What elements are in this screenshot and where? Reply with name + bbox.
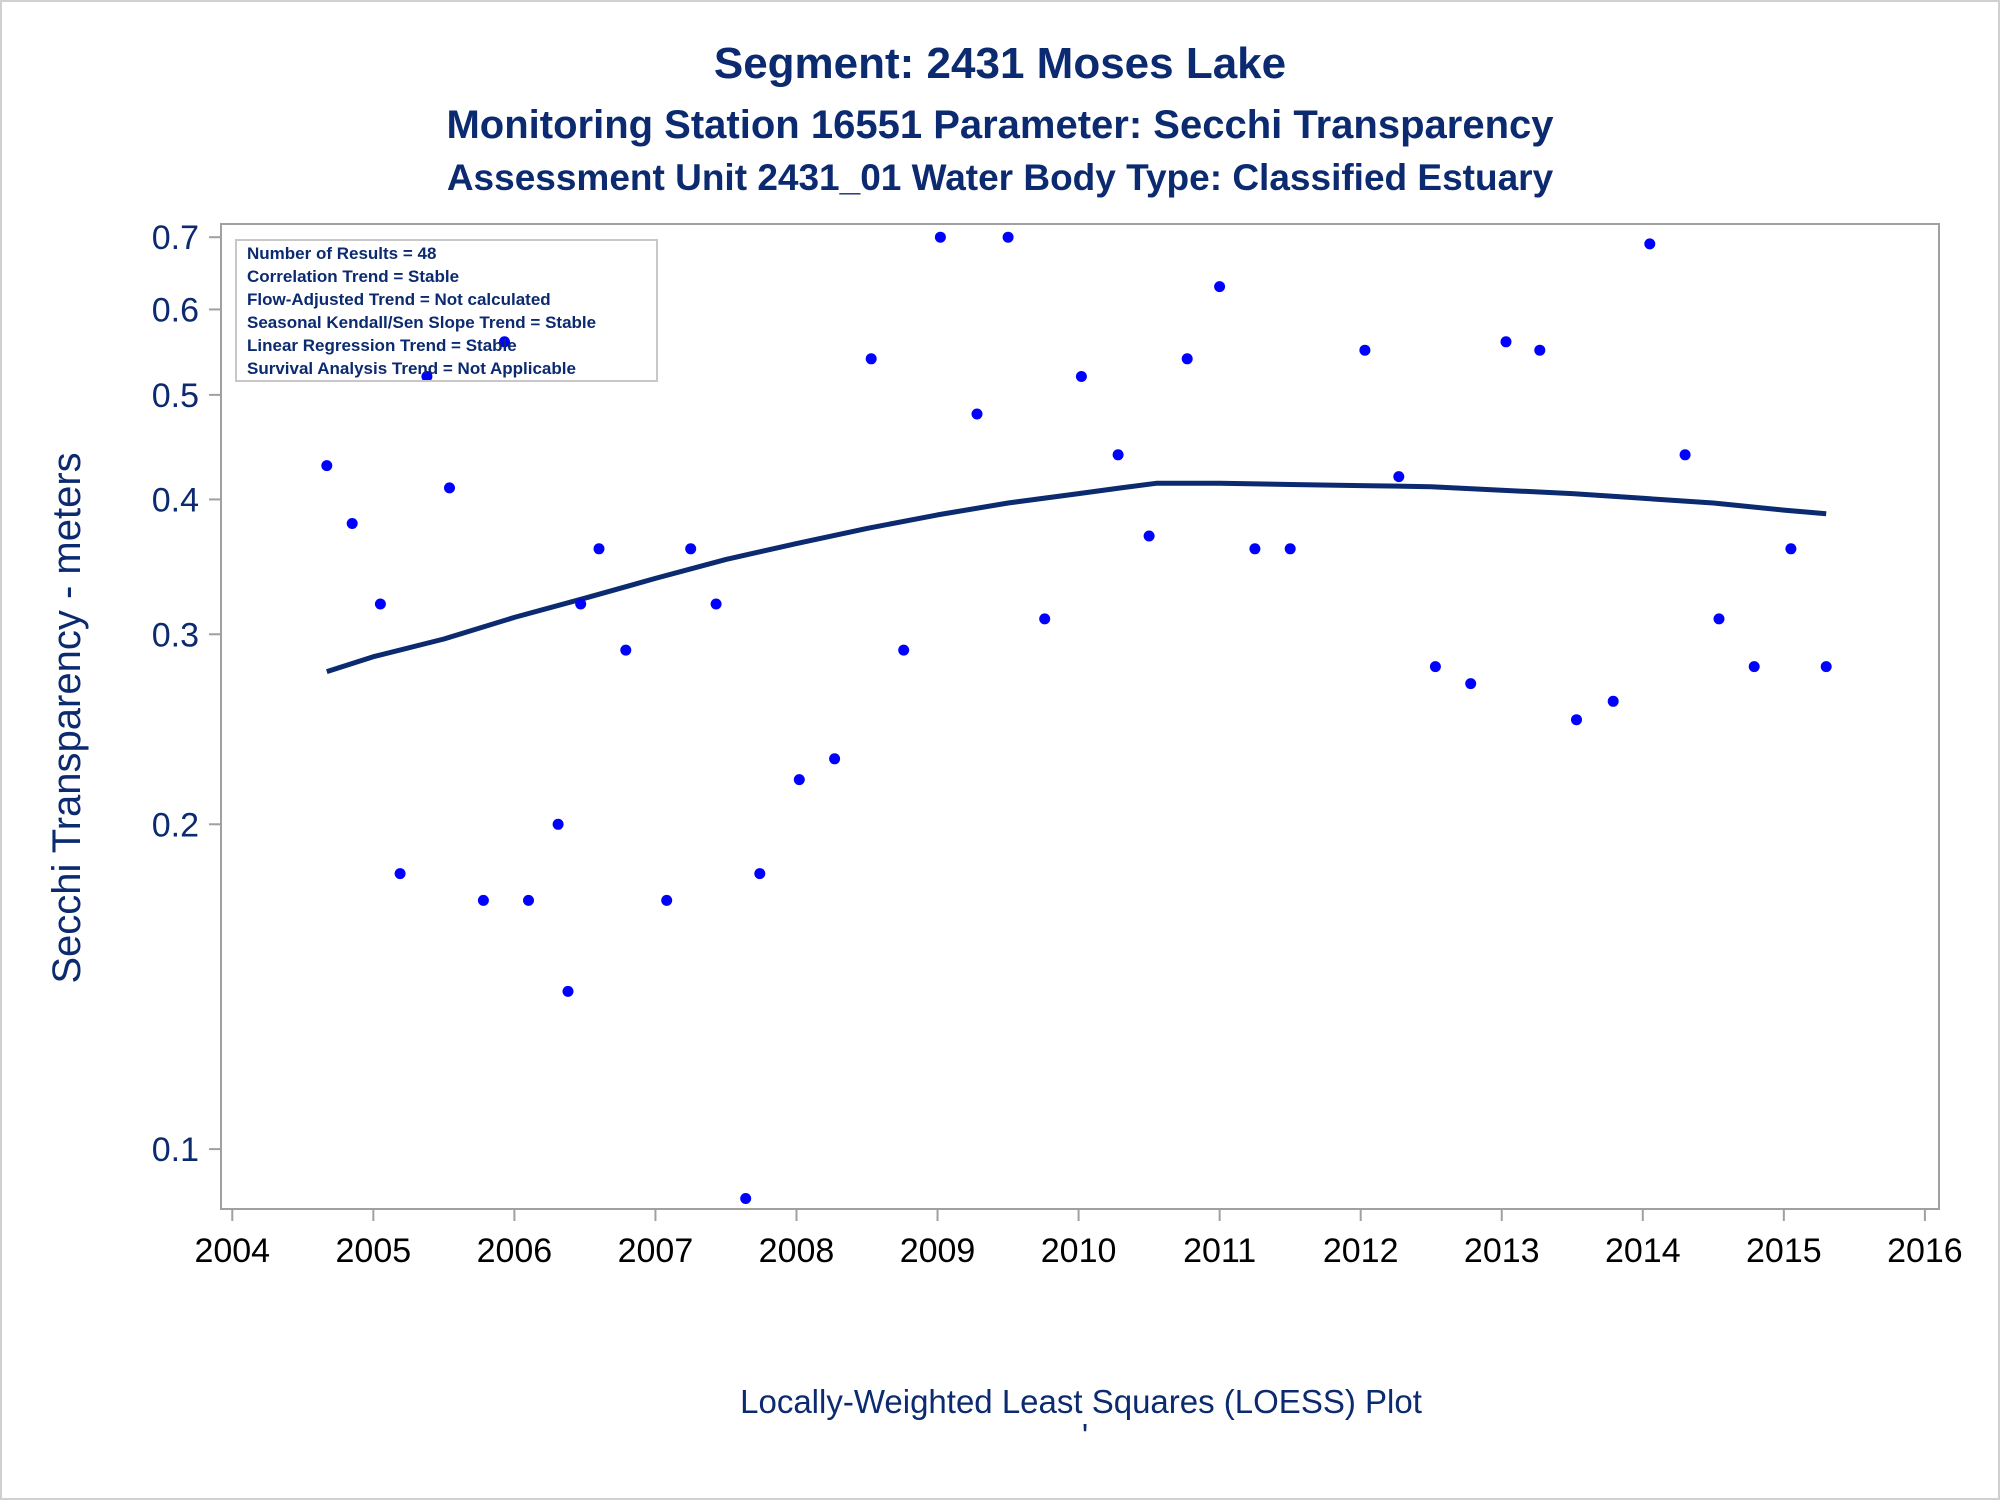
x-tick-label-2011: 2011: [1183, 1232, 1256, 1270]
chart-title: Segment: 2431 Moses Lake: [714, 39, 1286, 88]
data-point-7: [477, 894, 489, 906]
x-tick-label-2012: 2012: [1323, 1232, 1399, 1270]
x-tick-label-2005: 2005: [336, 1232, 412, 1270]
data-point-15: [661, 894, 673, 906]
x-tick-label-2013: 2013: [1464, 1232, 1540, 1270]
data-point-42: [1607, 695, 1619, 707]
data-point-13: [593, 543, 605, 555]
data-point-23: [898, 644, 910, 656]
x-tick-label-2007: 2007: [618, 1232, 694, 1270]
data-point-45: [1713, 613, 1725, 625]
y-tick-label-0.5: 0.5: [152, 377, 199, 415]
data-point-9: [523, 894, 534, 906]
stats-box-border: [235, 239, 658, 382]
data-point-44: [1679, 449, 1691, 461]
data-point-36: [1393, 471, 1405, 483]
stats-line-survival: Survival Analysis Trend = Not Applicable: [247, 359, 576, 378]
data-point-41: [1571, 714, 1582, 726]
data-point-25: [971, 408, 983, 420]
y-axis: 0.1 0.2 0.3 0.4 0.5 0.6 0.7: [152, 219, 221, 1169]
data-point-32: [1214, 281, 1226, 293]
footnote-mark: ': [1082, 1417, 1088, 1454]
data-point-37: [1429, 661, 1441, 673]
data-point-3: [374, 598, 386, 610]
data-point-35: [1359, 344, 1371, 356]
data-point-10: [552, 818, 564, 830]
data-point-21: [829, 753, 841, 765]
data-point-33: [1249, 543, 1261, 555]
x-axis-label: Locally-Weighted Least Squares (LOESS) P…: [740, 1383, 1422, 1420]
data-point-8: [499, 336, 510, 348]
plot-area: [220, 223, 1940, 1210]
data-point-4: [394, 868, 406, 880]
stats-line-results: Number of Results = 48: [247, 244, 436, 263]
data-point-14: [620, 644, 632, 656]
data-point-38: [1465, 678, 1477, 690]
data-point-11: [562, 985, 574, 997]
loess-line: [326, 480, 1827, 674]
data-point-30: [1143, 530, 1155, 542]
x-tick-label-2016: 2016: [1887, 1232, 1963, 1270]
loess-layer: [326, 480, 1827, 674]
stats-line-flow-adjusted: Flow-Adjusted Trend = Not calculated: [247, 290, 551, 309]
x-tick-label-2008: 2008: [759, 1232, 835, 1270]
stats-box: Number of Results = 48 Correlation Trend…: [235, 239, 658, 382]
chart-subtitle-2: Assessment Unit 2431_01 Water Body Type:…: [447, 157, 1554, 198]
data-point-16: [685, 543, 697, 555]
data-point-39: [1500, 336, 1512, 348]
x-axis: 2004 2005 2006 2007 2008 2009 2010 2011 2012 2013…: [194, 1209, 1963, 1270]
stats-line-correlation: Correlation Trend = Stable: [247, 267, 459, 286]
data-point-12: [575, 598, 587, 610]
data-point-22: [865, 353, 877, 365]
data-point-47: [1785, 543, 1797, 555]
data-point-26: [1002, 231, 1014, 243]
data-point-18: [740, 1193, 752, 1204]
y-tick-label-0.3: 0.3: [152, 616, 199, 654]
x-tick-label-2010: 2010: [1041, 1232, 1117, 1270]
data-point-40: [1534, 344, 1546, 356]
y-tick-label-0.7: 0.7: [152, 219, 199, 257]
y-tick-label-0.1: 0.1: [152, 1131, 199, 1169]
y-tick-label-0.6: 0.6: [152, 291, 199, 329]
data-point-43: [1644, 238, 1656, 250]
points-layer: [321, 231, 1832, 1204]
data-point-5: [421, 371, 433, 382]
data-point-2: [346, 518, 358, 529]
chart-subtitle: Monitoring Station 16551 Parameter: Secc…: [446, 103, 1554, 147]
x-tick-label-2006: 2006: [477, 1232, 553, 1270]
x-tick-label-2009: 2009: [900, 1232, 976, 1270]
data-point-31: [1181, 353, 1193, 365]
x-tick-label-2004: 2004: [194, 1232, 270, 1270]
data-point-17: [710, 598, 722, 610]
x-tick-label-2014: 2014: [1605, 1232, 1681, 1270]
data-point-28: [1075, 371, 1087, 382]
data-point-48: [1820, 661, 1832, 673]
data-point-46: [1748, 661, 1760, 673]
data-point-24: [934, 231, 946, 243]
data-point-20: [793, 774, 805, 786]
x-tick-label-2015: 2015: [1746, 1232, 1822, 1270]
data-point-19: [754, 868, 766, 880]
y-tick-label-0.4: 0.4: [152, 481, 199, 519]
stats-line-linear-regression: Linear Regression Trend = Stable: [247, 336, 517, 355]
data-point-6: [444, 482, 455, 494]
data-point-34: [1284, 543, 1296, 555]
data-point-1: [321, 460, 333, 472]
y-axis-label: Secchi Transparency - meters: [45, 452, 89, 983]
data-point-29: [1112, 449, 1124, 461]
stats-line-seasonal-kendall: Seasonal Kendall/Sen Slope Trend = Stabl…: [247, 313, 596, 332]
y-tick-label-0.2: 0.2: [152, 806, 199, 844]
data-point-27: [1039, 613, 1051, 625]
